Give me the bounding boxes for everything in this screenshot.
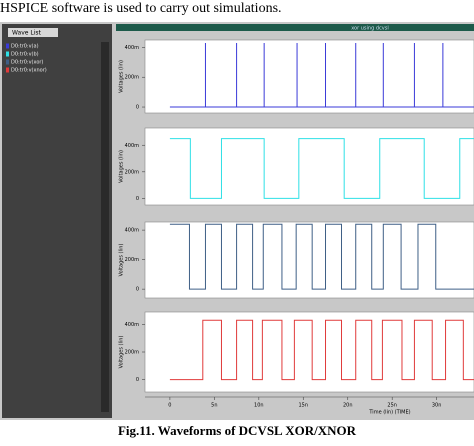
x-tick-label: 5n (211, 403, 217, 409)
y-tick-label: 400m (125, 322, 140, 328)
plot-area (144, 221, 474, 299)
y-tick-label: 0 (136, 377, 139, 383)
y-tick-label: 400m (125, 143, 140, 149)
x-tick-label: 30n (432, 403, 442, 409)
x-tick-label: 15n (299, 403, 309, 409)
y-tick-label: 200m (125, 169, 140, 175)
y-axis-label: Voltages (lin) (119, 150, 125, 183)
legend-entry[interactable]: D0:tr0:v(xor) (11, 60, 43, 66)
y-tick-label: 200m (125, 350, 140, 356)
x-tick-label: 20n (343, 403, 353, 409)
scrollbar[interactable] (101, 42, 109, 412)
wave-list-panel (2, 24, 112, 418)
window-title: xor using dcvsl (351, 26, 388, 32)
x-tick-label: 25n (387, 403, 397, 409)
legend-swatch (6, 59, 9, 65)
waveform (169, 42, 474, 108)
legend-swatch (6, 67, 9, 73)
wave-list-tab-label[interactable]: Wave List (12, 30, 42, 37)
waveform (169, 138, 474, 199)
wave-list-tab (8, 28, 58, 37)
legend-swatch (6, 51, 9, 57)
x-axis-label: Time (lin) (TIME) (368, 410, 410, 416)
legend-entry[interactable]: D0:tr0:v(b) (11, 52, 39, 58)
y-tick-label: 400m (125, 45, 140, 51)
x-tick-label: 10n (254, 403, 264, 409)
y-tick-label: 400m (125, 228, 140, 234)
y-tick-label: 200m (125, 75, 140, 81)
y-axis-label: Voltages (lin) (119, 336, 125, 369)
y-axis-label: Voltages (lin) (119, 244, 125, 277)
caption: Fig.11. Waveforms of DCVSL XOR/XNOR (118, 423, 357, 438)
y-tick-label: 0 (136, 105, 139, 111)
waveform (169, 223, 474, 290)
x-tick-label: 0 (168, 403, 171, 409)
title-bar (116, 24, 474, 31)
legend-entry[interactable]: D0:tr0:v(xnor) (11, 68, 47, 74)
y-tick-label: 200m (125, 257, 140, 263)
y-tick-label: 0 (136, 196, 139, 202)
waveform (169, 319, 474, 381)
plot-area (144, 39, 474, 114)
legend-entry[interactable]: D0:tr0:v(a) (11, 44, 39, 50)
plot-area (144, 127, 474, 206)
y-axis-label: Voltages (lin) (119, 60, 125, 93)
heading-text: HSPICE software is used to carry out sim… (0, 1, 282, 16)
legend-swatch (6, 43, 9, 49)
y-tick-label: 0 (136, 287, 139, 293)
